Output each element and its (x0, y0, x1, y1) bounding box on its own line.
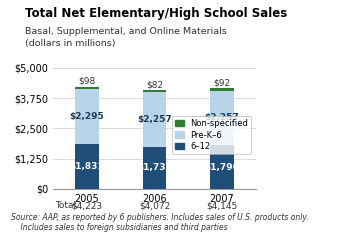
Text: $4,223: $4,223 (71, 201, 103, 210)
Text: $2,257: $2,257 (137, 115, 172, 124)
Text: Source: AAP, as reported by 6 publishers. Includes sales of U.S. products only.
: Source: AAP, as reported by 6 publishers… (11, 213, 308, 232)
Text: $92: $92 (213, 79, 230, 88)
Bar (210, 88, 234, 91)
Text: (dollars in millions): (dollars in millions) (25, 39, 115, 48)
Legend: Non-specified, Pre-K–6, 6–12: Non-specified, Pre-K–6, 6–12 (172, 116, 251, 154)
Text: $82: $82 (146, 81, 163, 90)
Bar (75, 89, 99, 144)
Text: Total: Total (55, 201, 76, 210)
Bar (75, 87, 99, 89)
Text: Basal, Supplemental, and Online Materials: Basal, Supplemental, and Online Material… (25, 27, 226, 36)
Bar (143, 147, 166, 189)
Bar (210, 91, 234, 145)
Bar (143, 90, 166, 92)
Bar (210, 145, 234, 189)
Text: $1,734: $1,734 (137, 163, 172, 172)
Bar (75, 144, 99, 189)
Text: $1,796: $1,796 (204, 163, 239, 172)
Text: $1,831: $1,831 (70, 162, 104, 171)
Text: $4,145: $4,145 (206, 201, 237, 210)
Text: $98: $98 (78, 77, 95, 86)
Text: $4,072: $4,072 (139, 201, 170, 210)
Text: Total Net Elementary/High School Sales: Total Net Elementary/High School Sales (25, 7, 287, 20)
Text: $2,257: $2,257 (204, 113, 239, 122)
Text: $2,295: $2,295 (70, 112, 104, 121)
Bar (143, 92, 166, 147)
